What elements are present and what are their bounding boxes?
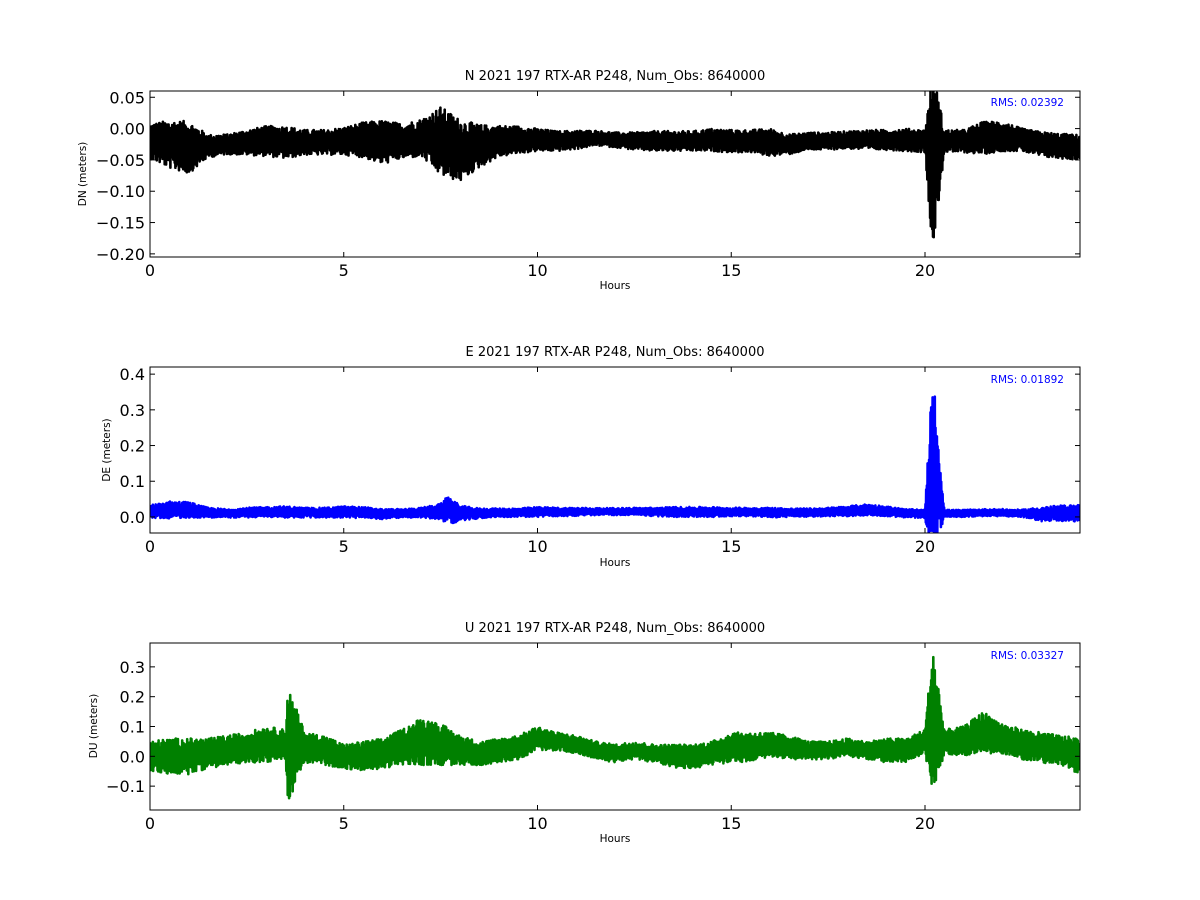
north-axes-frame: [149, 90, 1081, 258]
north-xlabel: Hours: [600, 280, 631, 292]
east-xtick-label: 15: [721, 537, 741, 556]
east-ticks: 0 5 10 15 20 0.4 0.3 0.2 0.1 0.0: [120, 365, 1080, 556]
east-ytick-label: 0.3: [120, 401, 145, 420]
up-panel: U 2021 197 RTX-AR P248, Num_Obs: 8640000…: [88, 621, 1081, 845]
east-ytick-label: 0.1: [120, 472, 145, 491]
east-xtick-label: 20: [915, 537, 935, 556]
north-ytick-label: −0.15: [96, 214, 145, 233]
north-series-line: [150, 91, 1080, 239]
north-xtick-label: 15: [721, 261, 741, 280]
up-ticks: 0 5 10 15 20 0.3 0.2 0.1 0.0 −0.1: [106, 643, 1080, 833]
east-trace: [150, 395, 1080, 533]
east-rms-annotation: RMS: 0.01892: [991, 374, 1064, 386]
up-xtick-label: 0: [145, 814, 155, 833]
east-xlabel: Hours: [600, 557, 631, 569]
east-xtick-label: 0: [145, 537, 155, 556]
east-panel: E 2021 197 RTX-AR P248, Num_Obs: 8640000…: [101, 345, 1081, 569]
up-xlabel: Hours: [600, 833, 631, 845]
up-xtick-label: 5: [339, 814, 349, 833]
north-ytick-label: 0.00: [109, 120, 145, 139]
north-xtick-label: 10: [527, 261, 547, 280]
up-ytick-label: 0.3: [120, 658, 145, 677]
up-ylabel: DU (meters): [88, 694, 100, 758]
up-series-line: [150, 655, 1080, 800]
north-xtick-label: 20: [915, 261, 935, 280]
north-xtick-label: 0: [145, 261, 155, 280]
north-ytick-label: −0.10: [96, 182, 145, 201]
up-ytick-label: 0.0: [120, 747, 145, 766]
east-ytick-label: 0.2: [120, 437, 145, 456]
north-title: N 2021 197 RTX-AR P248, Num_Obs: 8640000: [465, 69, 765, 84]
north-xtick-label: 5: [339, 261, 349, 280]
east-series-line: [150, 395, 1080, 533]
north-ytick-label: −0.20: [96, 245, 145, 264]
north-ticks: 0 5 10 15 20 0.05 0.00 −0.05 −0.10 −0.15 −0.20: [96, 88, 1080, 280]
up-ytick-label: 0.2: [120, 688, 145, 707]
north-rms-annotation: RMS: 0.02392: [991, 97, 1064, 109]
up-trace: [150, 655, 1080, 800]
east-axes-frame: [149, 366, 1081, 534]
up-xtick-label: 20: [915, 814, 935, 833]
north-trace: [150, 91, 1080, 239]
east-xtick-label: 5: [339, 537, 349, 556]
up-title: U 2021 197 RTX-AR P248, Num_Obs: 8640000: [465, 621, 765, 636]
north-ytick-label: −0.05: [96, 151, 145, 170]
east-xtick-label: 10: [527, 537, 547, 556]
north-panel: N 2021 197 RTX-AR P248, Num_Obs: 8640000…: [77, 69, 1081, 292]
east-ytick-label: 0.4: [120, 365, 145, 384]
up-ytick-label: −0.1: [106, 777, 145, 796]
up-xtick-label: 15: [721, 814, 741, 833]
east-ylabel: DE (meters): [101, 418, 113, 481]
north-ylabel: DN (meters): [77, 142, 89, 207]
up-rms-annotation: RMS: 0.03327: [991, 650, 1064, 662]
east-ytick-label: 0.0: [120, 508, 145, 527]
north-ytick-label: 0.05: [109, 88, 145, 107]
east-title: E 2021 197 RTX-AR P248, Num_Obs: 8640000: [466, 345, 765, 360]
up-ytick-label: 0.1: [120, 718, 145, 737]
up-xtick-label: 10: [527, 814, 547, 833]
